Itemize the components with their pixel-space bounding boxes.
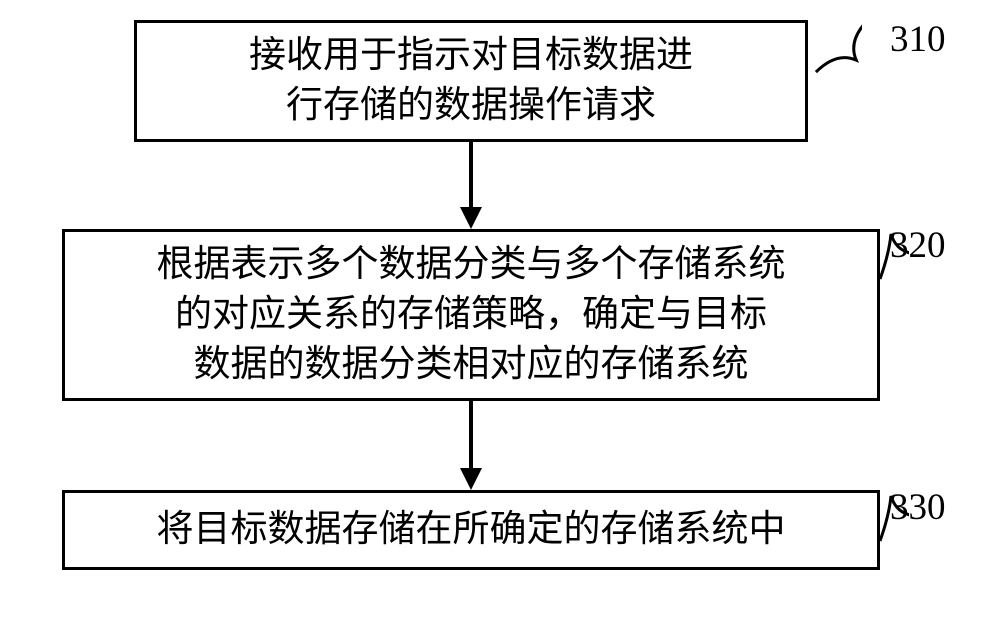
arrow-head-320-330 — [460, 468, 482, 490]
flow-node-330: 将目标数据存储在所确定的存储系统中 — [62, 490, 880, 570]
node-text: 根据表示多个数据分类与多个存储系统的对应关系的存储策略，确定与目标数据的数据分类… — [157, 240, 786, 390]
step-label-320: 320 — [890, 224, 946, 267]
arrow-head-310-320 — [460, 207, 482, 229]
arrow-320-330 — [469, 401, 473, 468]
node-text: 将目标数据存储在所确定的存储系统中 — [157, 505, 786, 555]
label-connector-310 — [807, 18, 862, 83]
flow-node-310: 接收用于指示对目标数据进行存储的数据操作请求 — [134, 20, 808, 142]
flow-node-320: 根据表示多个数据分类与多个存储系统的对应关系的存储策略，确定与目标数据的数据分类… — [62, 229, 880, 401]
flowchart-canvas: 接收用于指示对目标数据进行存储的数据操作请求 310 根据表示多个数据分类与多个… — [0, 0, 1000, 636]
node-text: 接收用于指示对目标数据进行存储的数据操作请求 — [249, 31, 693, 131]
step-label-310: 310 — [890, 18, 946, 61]
arrow-310-320 — [469, 142, 473, 207]
step-label-330: 330 — [890, 486, 946, 529]
